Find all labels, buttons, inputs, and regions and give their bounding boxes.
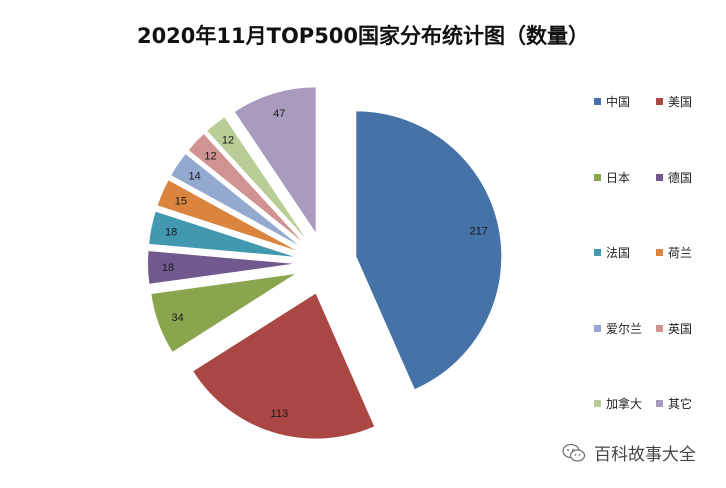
legend-swatch [594, 400, 601, 407]
slice-value-label: 34 [171, 312, 183, 324]
pie-slice-1 [356, 111, 502, 390]
legend-item: 爱尔兰 [594, 320, 642, 337]
pie-slice-6 [157, 180, 296, 251]
legend-item: 荷兰 [656, 244, 692, 261]
slice-value-label: 14 [188, 171, 200, 183]
legend-item: 法国 [594, 244, 630, 261]
pie-slice-4 [148, 251, 294, 284]
legend-swatch [656, 249, 663, 256]
legend-item: 中国 [594, 93, 630, 110]
legend-swatch [594, 98, 601, 105]
legend-label: 加拿大 [606, 397, 643, 411]
pie-slice-9 [207, 117, 306, 238]
legend-label: 德国 [668, 170, 693, 185]
slice-value-label: 18 [162, 262, 174, 274]
pie-slice-7 [171, 154, 299, 246]
legend-label: 美国 [668, 95, 693, 109]
legend-item: 其它 [656, 395, 692, 412]
slice-value-label: 12 [222, 135, 234, 147]
legend-item: 加拿大 [594, 395, 642, 412]
pie-slice-8 [188, 134, 302, 242]
slice-value-label: 113 [271, 408, 289, 420]
legend-swatch [656, 98, 663, 105]
pie-slice-10 [234, 87, 316, 233]
watermark: 百科故事大全 [562, 440, 696, 465]
legend-label: 中国 [606, 95, 631, 109]
pie-slice-2 [193, 293, 375, 439]
legend-label: 英国 [668, 321, 693, 336]
slice-value-label: 15 [175, 196, 187, 208]
legend-label: 荷兰 [668, 246, 693, 260]
slice-value-label: 47 [273, 108, 285, 120]
legend-label: 法国 [606, 246, 631, 260]
legend-swatch [594, 173, 601, 181]
legend-label: 其它 [668, 397, 693, 411]
wechat-icon [562, 443, 586, 462]
legend-swatch [594, 324, 601, 332]
legend-item: 日本 [594, 169, 630, 186]
legend-swatch [656, 324, 663, 332]
pie-slice-3 [151, 274, 295, 352]
slice-value-label: 217 [469, 226, 487, 238]
slice-value-label: 12 [204, 151, 216, 163]
slice-value-label: 18 [165, 227, 177, 239]
legend-item: 英国 [656, 320, 692, 337]
pie-slice-5 [149, 211, 294, 257]
legend-label: 爱尔兰 [606, 321, 643, 336]
legend-item: 德国 [656, 169, 692, 186]
legend-swatch [656, 173, 663, 181]
legend-item: 美国 [656, 93, 692, 110]
legend-label: 日本 [606, 170, 631, 185]
legend-swatch [594, 249, 601, 256]
watermark-text: 百科故事大全 [594, 445, 696, 465]
chart-title: 2020年11月TOP500国家分布统计图（数量） [136, 24, 590, 48]
legend-swatch [656, 400, 663, 407]
